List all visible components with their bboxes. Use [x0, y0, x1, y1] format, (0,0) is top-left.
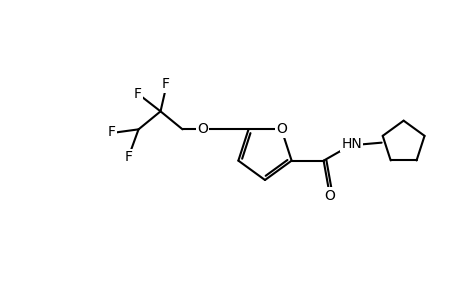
- Text: F: F: [161, 77, 169, 91]
- Text: O: O: [324, 189, 334, 203]
- Text: F: F: [124, 150, 132, 164]
- Text: HN: HN: [341, 137, 361, 151]
- Text: O: O: [275, 122, 286, 136]
- Text: F: F: [133, 87, 141, 101]
- Text: F: F: [107, 125, 115, 139]
- Text: O: O: [196, 122, 207, 136]
